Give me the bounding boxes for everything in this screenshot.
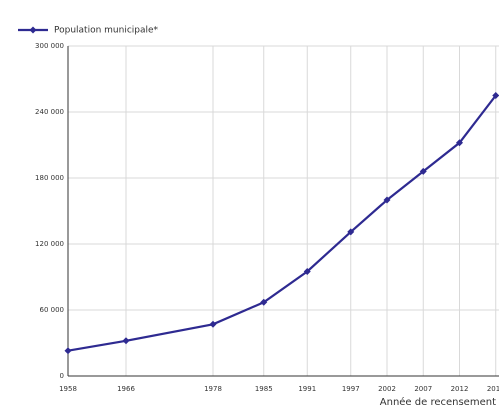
legend-marker <box>29 26 37 34</box>
data-point <box>347 228 355 236</box>
x-tick-label: 1985 <box>255 385 273 393</box>
x-tick-label: 2002 <box>378 385 396 393</box>
legend-label: Population municipale* <box>54 26 159 36</box>
y-tick-label: 0 <box>60 372 64 380</box>
y-tick-label: 120 000 <box>35 240 64 248</box>
y-tick-label: 180 000 <box>35 174 64 182</box>
data-point <box>456 139 463 147</box>
x-tick-label: 1997 <box>342 385 360 393</box>
x-tick-label: 2012 <box>451 385 469 393</box>
x-tick-label: 1966 <box>117 385 135 393</box>
data-point <box>419 167 427 175</box>
x-axis-label: Année de recensement <box>380 396 496 408</box>
data-point <box>383 196 391 204</box>
data-point <box>303 268 311 275</box>
y-tick-label: 240 000 <box>35 108 64 116</box>
data-point <box>260 298 268 306</box>
x-tick-label: 1958 <box>59 385 77 393</box>
x-tick-label: 2007 <box>414 385 432 393</box>
data-point <box>64 347 72 355</box>
data-point <box>209 320 217 328</box>
y-tick-label: 300 000 <box>35 42 64 50</box>
data-line <box>67 94 497 352</box>
data-point <box>122 337 130 345</box>
y-tick-label: 60 000 <box>40 306 65 314</box>
data-point <box>492 92 499 99</box>
x-tick-label: 1991 <box>298 385 316 393</box>
x-tick-label: 2017 <box>487 385 499 393</box>
x-tick-label: 1978 <box>204 385 222 393</box>
